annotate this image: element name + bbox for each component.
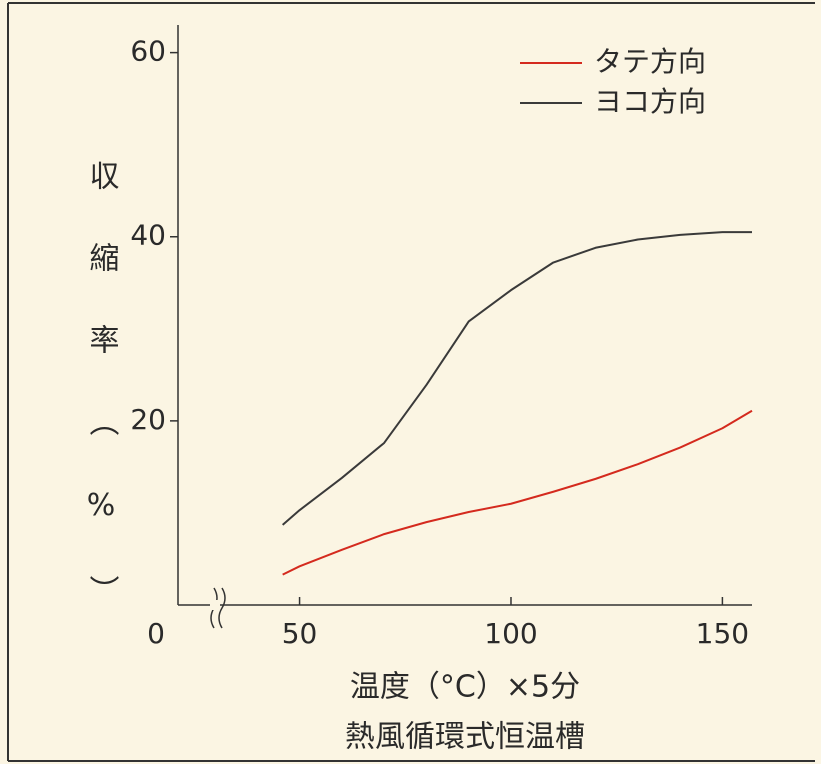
- legend-label: タテ方向: [594, 45, 706, 78]
- x-tick-label: 150: [696, 617, 749, 650]
- y-tick-label: 20: [130, 403, 166, 436]
- x-tick-label: 50: [282, 617, 318, 650]
- y-axis-label: 収縮率（%）: [84, 160, 120, 657]
- y-tick-label: 60: [130, 35, 166, 68]
- axis-break-gap: [210, 600, 220, 610]
- x-tick-label: 100: [484, 617, 537, 650]
- x-tick-label: 0: [147, 617, 165, 650]
- y-tick-label: 40: [130, 219, 166, 252]
- legend-label: ヨコ方向: [594, 85, 706, 118]
- x-axis-label: 温度（°C）×5分: [350, 670, 580, 705]
- series-line: [282, 409, 753, 576]
- series-line: [281, 231, 752, 526]
- caption: 熱風循環式恒温槽: [345, 720, 585, 755]
